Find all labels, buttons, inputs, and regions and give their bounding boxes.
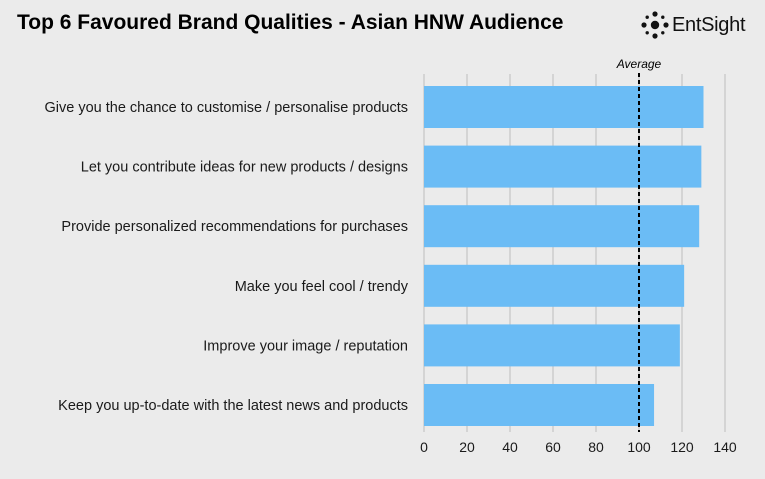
category-label: Provide personalized recommendations for… xyxy=(61,219,408,235)
entsight-logo: EntSight xyxy=(640,8,758,42)
bar xyxy=(424,86,704,128)
average-label: Average xyxy=(616,57,662,71)
logo-text: EntSight xyxy=(672,13,746,36)
bar xyxy=(424,205,700,248)
x-tick-label: 40 xyxy=(502,439,518,455)
x-tick-label: 140 xyxy=(713,439,737,455)
bar xyxy=(424,324,680,367)
entsight-logo-icon xyxy=(641,11,669,39)
category-label: Give you the chance to customise / perso… xyxy=(45,100,409,116)
x-axis-ticks: 0 20 40 60 80 100 120 140 xyxy=(420,439,737,455)
x-tick-label: 60 xyxy=(545,439,561,455)
category-label: Make you feel cool / trendy xyxy=(235,279,409,295)
grid-lines xyxy=(423,74,726,432)
category-label: Improve your image / reputation xyxy=(203,338,408,354)
x-tick-label: 120 xyxy=(670,439,694,455)
category-label: Let you contribute ideas for new product… xyxy=(81,160,408,176)
bars xyxy=(424,86,704,426)
bar xyxy=(424,145,702,188)
category-label: Keep you up-to-date with the latest news… xyxy=(58,398,408,414)
x-tick-label: 0 xyxy=(420,439,428,455)
average-reference: Average xyxy=(616,57,662,432)
bar xyxy=(424,264,685,307)
bar xyxy=(424,384,655,426)
x-tick-label: 100 xyxy=(627,439,651,455)
category-labels: Give you the chance to customise / perso… xyxy=(45,100,409,414)
x-tick-label: 20 xyxy=(459,439,475,455)
chart-title: Top 6 Favoured Brand Qualities - Asian H… xyxy=(17,11,564,34)
x-tick-label: 80 xyxy=(588,439,604,455)
